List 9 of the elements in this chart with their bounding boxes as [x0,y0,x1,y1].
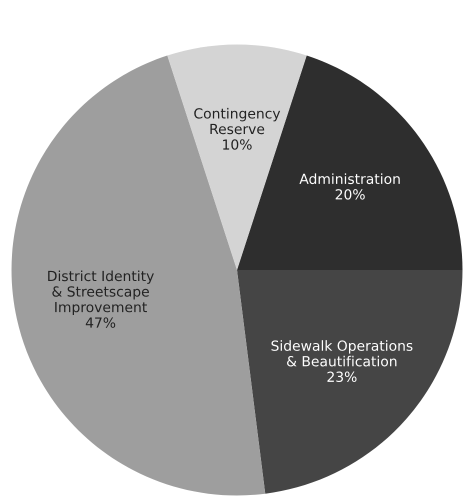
slice-label: Sidewalk Operations & Beautification [271,340,412,366]
data-label: 47% [86,317,116,328]
pie-slice [237,270,462,494]
data-label: 23% [327,372,357,382]
data-label: 10% [223,139,252,150]
slice-label: Administration [299,173,400,184]
slice-label: District Identity & Streetscape Improvement [48,270,154,315]
data-label: 20% [336,189,365,200]
slice-label: Contingency Reserve [194,108,280,134]
